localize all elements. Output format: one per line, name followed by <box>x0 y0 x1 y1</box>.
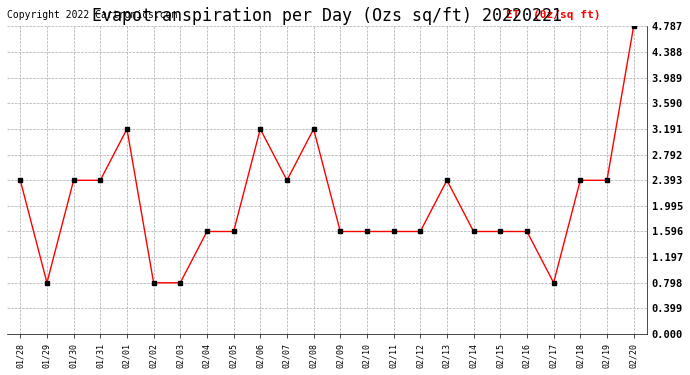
Text: Copyright 2022 Cartronics.com: Copyright 2022 Cartronics.com <box>7 10 177 20</box>
Title: Evapotranspiration per Day (Ozs sq/ft) 20220221: Evapotranspiration per Day (Ozs sq/ft) 2… <box>92 7 562 25</box>
Text: ET  (0z/sq ft): ET (0z/sq ft) <box>506 10 600 20</box>
